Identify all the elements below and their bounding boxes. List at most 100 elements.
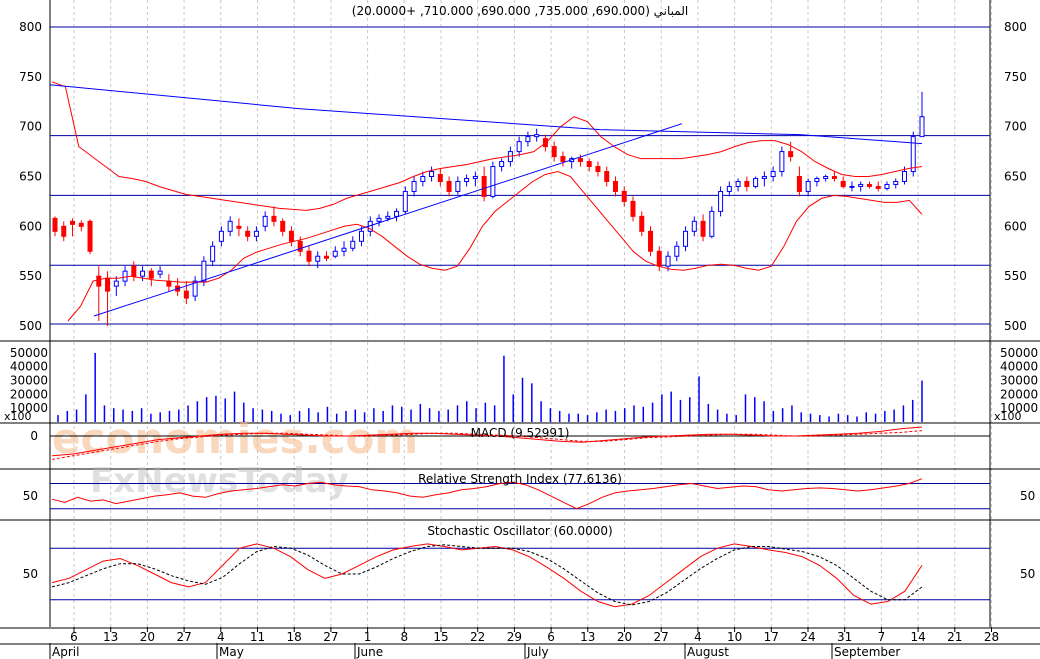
- candle-body: [140, 270, 146, 277]
- candle-body: [341, 247, 347, 252]
- candle-body: [306, 250, 312, 262]
- volume-tick-right: 10000: [1000, 401, 1038, 415]
- stoch-d-line: [51, 544, 923, 606]
- x-day-tick: 29: [507, 630, 522, 644]
- candle-body: [472, 176, 478, 179]
- macd-tick: 0: [30, 429, 38, 443]
- x-day-tick: 20: [617, 630, 632, 644]
- candle-body: [122, 270, 128, 282]
- rsi-panel[interactable]: [50, 478, 990, 510]
- x-day-tick: 18: [287, 630, 302, 644]
- candle-body: [700, 220, 706, 237]
- stoch-tick-left: 50: [23, 567, 38, 581]
- candle-body: [761, 176, 767, 179]
- x-month-label: September: [834, 645, 900, 659]
- volume-unit-left: x100: [4, 410, 32, 423]
- candle-body: [901, 171, 907, 182]
- volume-tick-right: 20000: [1000, 387, 1038, 401]
- rsi-tick-left: 50: [23, 489, 38, 503]
- price-tick-left: 650: [19, 170, 42, 184]
- candle-body: [840, 180, 846, 187]
- x-day-tick: 4: [694, 630, 702, 644]
- rsi-panel-title: Relative Strength Index (77.6136): [418, 472, 622, 486]
- candle-body: [411, 180, 417, 192]
- candle-body: [534, 134, 540, 138]
- candle-body: [70, 220, 76, 225]
- candle-body: [831, 176, 837, 179]
- volume-panel[interactable]: [57, 352, 923, 422]
- candle-body: [586, 161, 592, 168]
- price-panel[interactable]: [49, 26, 990, 326]
- candle-body: [236, 225, 242, 229]
- candle-body: [218, 230, 224, 242]
- candle-body: [446, 180, 452, 192]
- watermark-economies: economies.com: [52, 414, 418, 463]
- price-tick-left: 550: [19, 269, 42, 283]
- candle-body: [796, 176, 802, 192]
- price-tick-right: 500: [1004, 319, 1027, 333]
- stoch-tick-right: 50: [1020, 567, 1035, 581]
- watermark-fxnewstoday: FxNewsToday: [90, 461, 349, 501]
- candle-body: [621, 190, 627, 202]
- price-tick-left: 700: [19, 120, 42, 134]
- stochastic-panel[interactable]: [50, 543, 990, 608]
- price-tick-left: 750: [19, 70, 42, 84]
- candle-body: [849, 185, 855, 188]
- price-tick-right: 600: [1004, 219, 1027, 233]
- candle-body: [718, 190, 724, 212]
- candle-body: [726, 185, 732, 192]
- macd-panel[interactable]: [50, 426, 990, 460]
- x-day-tick: 27: [176, 630, 191, 644]
- candle-body: [148, 270, 154, 279]
- volume-tick-left: 50000: [10, 346, 48, 360]
- candle-body: [639, 215, 645, 232]
- candle-body: [893, 180, 899, 185]
- trend-line: [93, 123, 683, 317]
- candle-body: [227, 220, 233, 232]
- candle-body: [96, 275, 102, 287]
- price-tick-right: 650: [1004, 170, 1027, 184]
- candle-body: [919, 116, 925, 138]
- candle-body: [245, 230, 251, 237]
- candle-body: [595, 166, 601, 173]
- bollinger-lower-line: [67, 170, 923, 322]
- price-tick-left: 800: [19, 20, 42, 34]
- x-day-tick: 24: [800, 630, 815, 644]
- candle-body: [665, 255, 671, 267]
- candle-body: [604, 171, 610, 182]
- candle-body: [315, 255, 321, 262]
- candle-body: [499, 161, 505, 168]
- candle-body: [280, 220, 286, 232]
- candle-body: [192, 280, 198, 297]
- candle-body: [455, 180, 461, 192]
- x-day-tick: 10: [727, 630, 742, 644]
- candle-body: [525, 136, 531, 143]
- x-day-tick: 27: [654, 630, 669, 644]
- candle-body: [359, 230, 365, 242]
- volume-tick-left: 30000: [10, 374, 48, 388]
- x-day-tick: 8: [400, 630, 408, 644]
- x-day-tick: 13: [580, 630, 595, 644]
- volume-tick-right: 50000: [1000, 346, 1038, 360]
- candle-body: [753, 177, 759, 187]
- x-day-tick: 21: [947, 630, 962, 644]
- price-tick-left: 500: [19, 319, 42, 333]
- x-month-label: July: [526, 645, 549, 659]
- candle-body: [805, 180, 811, 192]
- bollinger-upper-line: [51, 81, 923, 211]
- x-day-tick: 1: [364, 630, 372, 644]
- price-tick-left: 600: [19, 219, 42, 233]
- x-day-tick: 15: [433, 630, 448, 644]
- x-day-tick: 20: [140, 630, 155, 644]
- candle-body: [297, 240, 303, 252]
- x-month-label: May: [219, 645, 244, 659]
- candle-body: [166, 280, 172, 287]
- x-day-tick: 27: [323, 630, 338, 644]
- candle-body: [735, 180, 741, 187]
- macd-signal-line: [51, 430, 923, 460]
- candle-body: [770, 171, 776, 177]
- candle-body: [612, 180, 618, 192]
- price-tick-right: 700: [1004, 120, 1027, 134]
- candle-body: [271, 215, 277, 222]
